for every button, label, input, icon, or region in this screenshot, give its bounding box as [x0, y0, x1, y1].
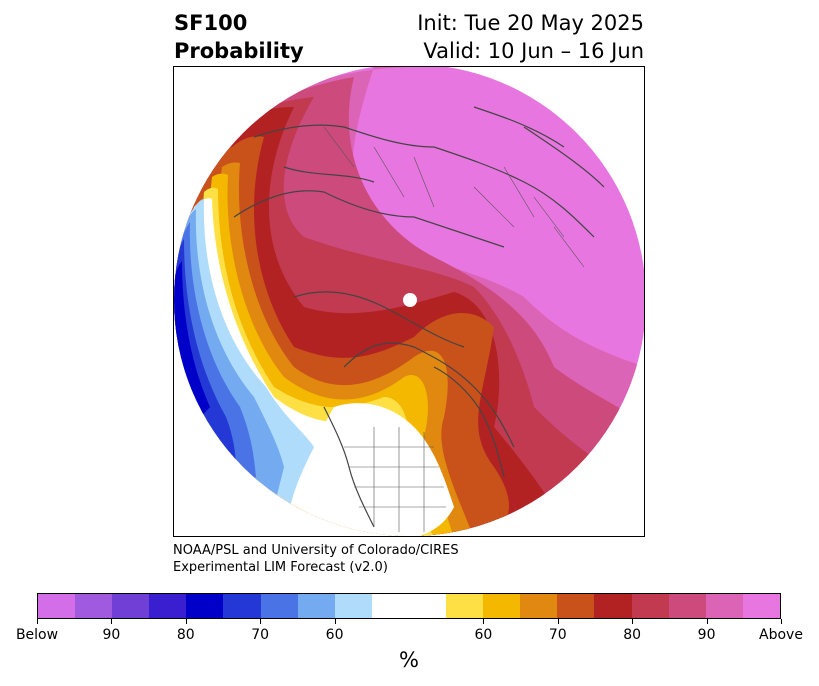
colorbar-tick-mark	[260, 619, 262, 624]
colorbar-tick-label: 80	[623, 627, 642, 643]
colorbar-tick-label: 70	[251, 627, 270, 643]
colorbar-tick-label: 90	[102, 627, 121, 643]
colorbar-swatch	[38, 594, 76, 618]
colorbar-tick-label: 80	[176, 627, 195, 643]
colorbar-tick-label: 60	[474, 627, 493, 643]
credit-text: NOAA/PSL and University of Colorado/CIRE…	[173, 542, 459, 576]
colorbar-tick-label: Above	[759, 627, 803, 643]
colorbar-swatch	[483, 594, 521, 618]
colorbar-swatch	[260, 594, 298, 618]
colorbar-swatch	[631, 594, 669, 618]
colorbar-swatch	[705, 594, 743, 618]
coastlines	[233, 106, 605, 528]
colorbar-tick-label: 60	[325, 627, 344, 643]
init-date: Init: Tue 20 May 2025	[417, 11, 644, 35]
colorbar-swatch	[112, 594, 150, 618]
colorbar-tick-mark	[781, 619, 782, 624]
colorbar	[37, 593, 781, 619]
colorbar-swatch	[223, 594, 261, 618]
colorbar-tick-mark	[632, 619, 634, 624]
colorbar-swatch	[446, 594, 484, 618]
colorbar-unit: %	[399, 648, 419, 672]
polar-map	[173, 66, 645, 537]
colorbar-tick-label: 90	[697, 627, 716, 643]
colorbar-swatch	[668, 594, 706, 618]
colorbar-swatch	[408, 594, 447, 618]
colorbar-tick-label: 70	[548, 627, 567, 643]
valid-period: Valid: 10 Jun – 16 Jun	[423, 39, 644, 63]
colorbar-tick-mark	[111, 619, 113, 624]
credit-line-1: NOAA/PSL and University of Colorado/CIRE…	[173, 543, 459, 558]
colorbar-swatch	[557, 594, 595, 618]
product-label: Probability	[174, 39, 304, 63]
credit-line-2: Experimental LIM Forecast (v2.0)	[173, 560, 388, 575]
colorbar-tick-mark	[334, 619, 336, 624]
colorbar-tick-mark	[185, 619, 187, 624]
colorbar-tick-mark	[557, 619, 559, 624]
forecast-dates: Init: Tue 20 May 2025 Valid: 10 Jun – 16…	[417, 9, 644, 65]
colorbar-tick-mark	[483, 619, 485, 624]
colorbar-swatch	[334, 594, 372, 618]
colorbar-swatch	[594, 594, 632, 618]
north-pole-marker	[403, 293, 417, 307]
colorbar-swatch	[742, 594, 780, 618]
colorbar-swatch	[520, 594, 558, 618]
colorbar-swatch	[297, 594, 335, 618]
map-title: SF100 Probability	[174, 9, 304, 65]
colorbar-swatch	[371, 594, 409, 618]
colorbar-tick-mark	[706, 619, 708, 624]
colorbar-swatch	[75, 594, 113, 618]
political-borders	[323, 126, 585, 532]
colorbar-tick-label: Below	[15, 627, 59, 643]
colorbar-swatch	[149, 594, 187, 618]
probability-field	[174, 67, 644, 536]
variable-label: SF100	[174, 11, 248, 35]
colorbar-tick-mark	[37, 619, 38, 624]
colorbar-swatch	[186, 594, 224, 618]
